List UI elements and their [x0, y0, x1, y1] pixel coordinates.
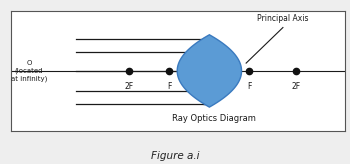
Text: 2F: 2F [125, 82, 134, 91]
Text: 2F: 2F [292, 82, 301, 91]
Text: Ray Optics Diagram: Ray Optics Diagram [173, 114, 256, 123]
Text: Figure a.i: Figure a.i [151, 151, 199, 161]
Text: O
(located
at infinity): O (located at infinity) [11, 60, 47, 82]
Text: F: F [247, 82, 252, 91]
Text: Principal Axis: Principal Axis [257, 14, 309, 23]
Polygon shape [177, 35, 241, 107]
Text: F: F [167, 82, 172, 91]
